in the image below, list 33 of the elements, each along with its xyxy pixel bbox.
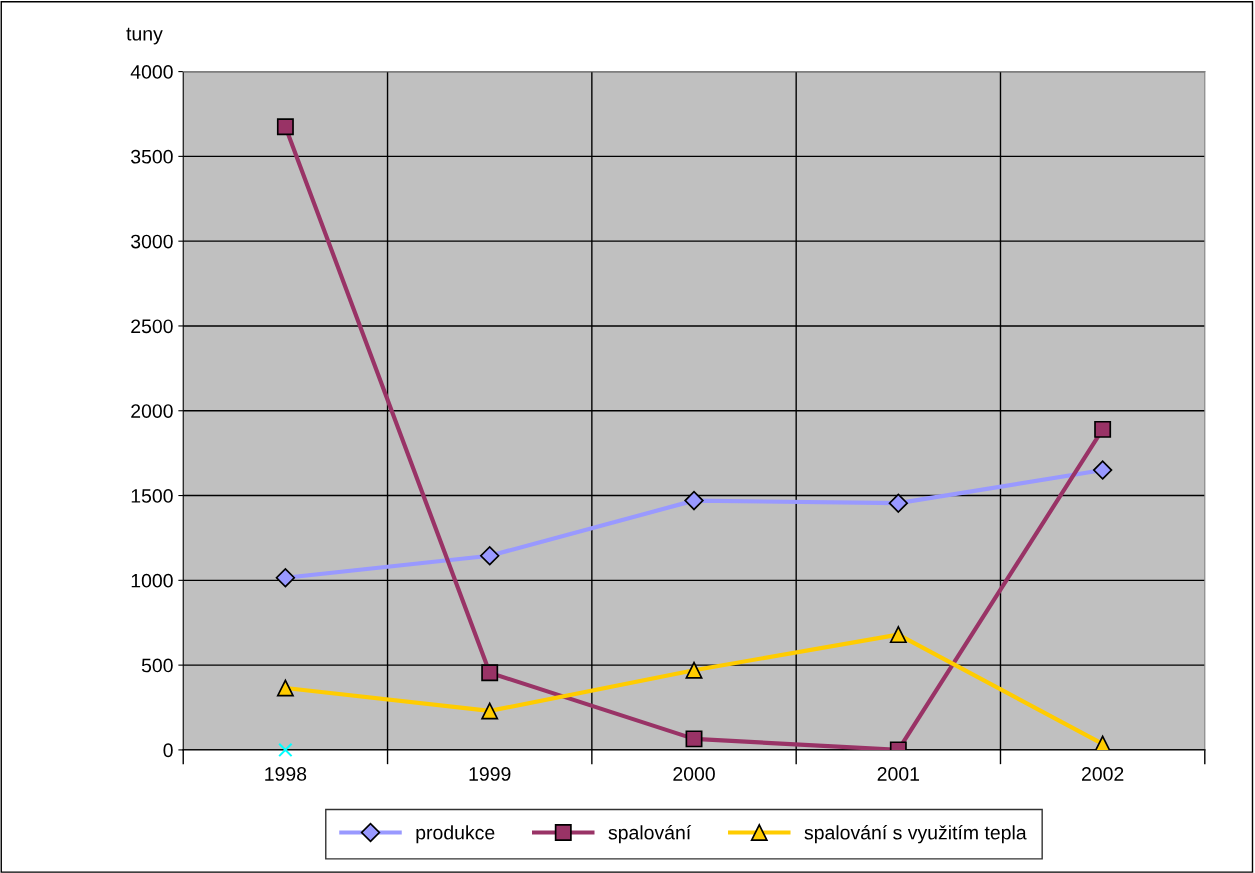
point bbox=[276, 679, 294, 697]
point bbox=[481, 664, 499, 682]
y-axis-title: tuny bbox=[126, 27, 163, 45]
point bbox=[1092, 460, 1113, 480]
point bbox=[1094, 420, 1112, 438]
y-tick-label: 1000 bbox=[131, 573, 173, 588]
point bbox=[888, 493, 909, 513]
y-tick-label: 4000 bbox=[130, 65, 173, 79]
y-tick-label: 0 bbox=[163, 743, 173, 758]
y-tick-label: 3500 bbox=[131, 149, 173, 164]
x-tick-label: 1999 bbox=[469, 767, 511, 781]
point bbox=[1094, 735, 1112, 750]
x-tick-label: 2001 bbox=[877, 767, 920, 781]
point bbox=[685, 661, 703, 679]
y-tick-label: 3000 bbox=[131, 234, 173, 249]
y-tick-label: 2500 bbox=[131, 319, 173, 334]
y-tick-label: 500 bbox=[141, 658, 173, 673]
legend-label: spalování s využitím tepla bbox=[804, 825, 1027, 844]
point bbox=[481, 702, 499, 720]
x-tick-label: 1998 bbox=[265, 767, 307, 781]
y-tick-label: 2000 bbox=[131, 404, 173, 418]
point bbox=[275, 568, 296, 588]
x-tick-label: 2002 bbox=[1082, 767, 1124, 781]
point bbox=[685, 730, 703, 748]
legend-label: spalování bbox=[608, 825, 692, 844]
point bbox=[684, 490, 704, 511]
point bbox=[480, 546, 500, 566]
point bbox=[276, 118, 294, 136]
y-tick-label: 1500 bbox=[131, 489, 173, 503]
x-tick-label: 2000 bbox=[673, 767, 715, 781]
point bbox=[889, 626, 907, 644]
legend-label: produkce bbox=[416, 825, 495, 844]
point bbox=[278, 742, 293, 758]
